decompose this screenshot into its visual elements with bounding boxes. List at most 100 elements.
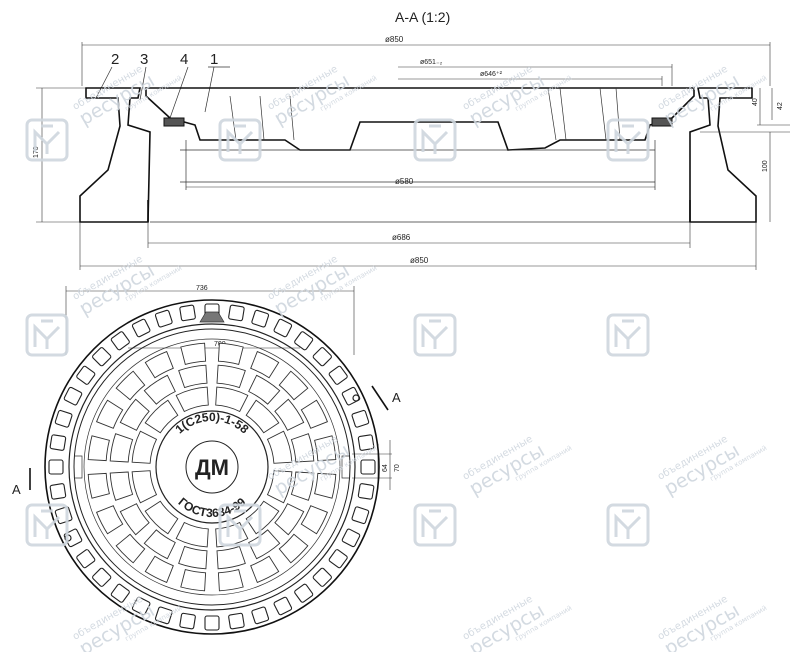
frame-slot bbox=[131, 318, 151, 338]
cover-cell bbox=[115, 370, 146, 401]
frame-slot bbox=[54, 409, 73, 428]
cover-cell bbox=[216, 545, 246, 570]
cover-cell bbox=[314, 435, 337, 462]
frame-slot bbox=[251, 606, 270, 625]
frame-slot bbox=[92, 567, 112, 587]
cover-cell bbox=[250, 351, 280, 379]
frame-slot bbox=[357, 483, 375, 500]
cover-cell bbox=[87, 472, 110, 499]
dim-h40: 40 bbox=[752, 98, 759, 106]
dim-d646: ø646⁺² bbox=[480, 71, 503, 78]
frame-slot bbox=[294, 583, 314, 603]
cover-cell bbox=[314, 472, 337, 499]
dim-h100: 100 bbox=[762, 160, 769, 172]
cover-cell bbox=[245, 500, 280, 535]
cover-cell bbox=[274, 503, 305, 536]
cover-cell bbox=[266, 430, 293, 464]
cover-cell bbox=[248, 529, 281, 560]
cover-outline bbox=[73, 328, 351, 606]
watermark-logo bbox=[413, 313, 457, 357]
section-cut-marks bbox=[29, 385, 389, 490]
callout-leaders bbox=[95, 66, 230, 119]
cover-cell bbox=[250, 555, 280, 583]
frame-slot bbox=[154, 606, 173, 625]
watermark-logo bbox=[25, 313, 69, 357]
frame-slot bbox=[312, 347, 332, 367]
plan-view: 736 700 64 70 A A 1 bbox=[12, 285, 401, 635]
frame-left bbox=[79, 87, 151, 223]
frame-slot bbox=[76, 549, 96, 569]
cover-cell bbox=[87, 435, 110, 462]
frame-slot bbox=[351, 506, 370, 525]
cover-cell bbox=[216, 364, 246, 389]
frame-slot bbox=[312, 567, 332, 587]
callout-3: 3 bbox=[140, 51, 148, 68]
frame-outer-ring bbox=[44, 299, 380, 635]
frame-slot bbox=[351, 409, 370, 428]
cover-cell bbox=[278, 533, 309, 564]
cover-grid bbox=[87, 342, 337, 592]
cover-cell bbox=[119, 398, 150, 431]
cover-cell bbox=[178, 545, 208, 570]
cover-cell bbox=[245, 399, 280, 434]
cover-cell bbox=[180, 342, 207, 365]
frame-slot bbox=[54, 506, 73, 525]
cover-ribs bbox=[229, 87, 621, 141]
cover-cell bbox=[248, 374, 281, 405]
cover-cell bbox=[300, 505, 328, 535]
cover-cell bbox=[144, 399, 179, 434]
frame-slot bbox=[360, 459, 376, 475]
section-mark-right: A bbox=[392, 390, 401, 405]
frame-slot bbox=[294, 331, 314, 351]
frame-slot bbox=[154, 309, 173, 328]
frame-slot bbox=[179, 612, 196, 630]
frame-right bbox=[689, 87, 757, 223]
dim-d686: ø686 bbox=[392, 233, 411, 242]
dim-d580: ø580 bbox=[395, 177, 414, 186]
cover-inner-line bbox=[83, 338, 341, 596]
cover-cell bbox=[215, 386, 249, 413]
cover-cell bbox=[143, 529, 176, 560]
frame-slot bbox=[92, 347, 112, 367]
watermark-logo bbox=[413, 118, 457, 162]
gasket-right bbox=[651, 117, 673, 127]
dim-h70: 70 bbox=[394, 464, 401, 472]
section-title: A-A (1:2) bbox=[395, 9, 450, 25]
dim-d850-top: ø850 bbox=[385, 35, 404, 44]
frame-slot bbox=[328, 549, 348, 569]
cover-cell bbox=[180, 569, 207, 592]
cover-cell bbox=[217, 569, 244, 592]
frame-slot bbox=[273, 318, 293, 338]
watermark-logo bbox=[606, 313, 650, 357]
cover-cell bbox=[144, 351, 174, 379]
section-mark-left: A bbox=[12, 482, 21, 497]
dim-h42: 42 bbox=[777, 102, 784, 110]
gasket-left bbox=[163, 117, 185, 127]
frame-slot bbox=[179, 304, 196, 322]
frame-slot bbox=[49, 434, 67, 451]
bottom-dimensions bbox=[36, 87, 790, 270]
frame-slot bbox=[341, 528, 361, 548]
cover-cell bbox=[300, 399, 328, 429]
frame-slot bbox=[228, 304, 245, 322]
cover-cell bbox=[175, 386, 209, 413]
cover-cell bbox=[109, 471, 134, 501]
frame-slot bbox=[110, 583, 130, 603]
frame-slot bbox=[357, 434, 375, 451]
cover-cell bbox=[217, 342, 244, 365]
center-boss bbox=[155, 410, 269, 524]
cover-cell bbox=[274, 398, 305, 431]
cover-cell bbox=[175, 521, 209, 548]
section-view: A-A (1:2) ø850 ø651₋₂ ø646⁺² 2 3 4 1 bbox=[33, 9, 790, 270]
cover-cell bbox=[266, 470, 293, 504]
frame-slot bbox=[251, 309, 270, 328]
frame-slot bbox=[49, 483, 67, 500]
cover-cell bbox=[109, 433, 134, 463]
frame-inner-ring bbox=[68, 323, 356, 611]
frame-slots bbox=[48, 303, 376, 631]
